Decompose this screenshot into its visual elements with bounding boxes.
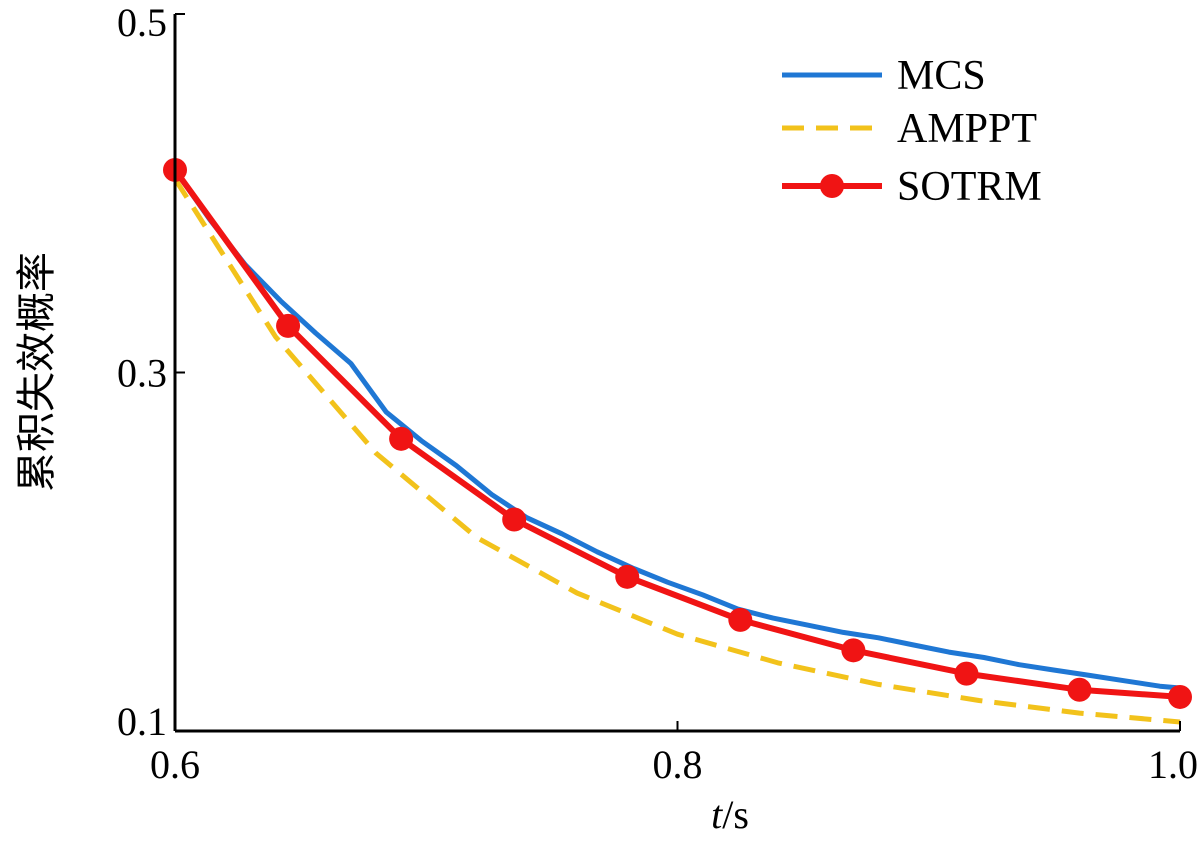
series-point-sotrm	[1067, 677, 1092, 702]
series-line-mcs	[172, 167, 1183, 691]
y-tick-label: 0.5	[117, 0, 167, 45]
series-point-sotrm	[615, 564, 640, 589]
x-tick-label: 0.8	[653, 742, 703, 787]
legend-marker-sotrm	[820, 174, 844, 198]
plot-area	[163, 157, 1192, 725]
y-axis-label: 累积失效概率	[14, 252, 60, 492]
x-axis-label: t/s	[711, 792, 749, 837]
y-tick-label: 0.3	[117, 351, 167, 396]
series-point-sotrm	[728, 607, 753, 632]
series-point-sotrm	[1168, 684, 1192, 709]
legend: MCS AMPPT SOTRM	[782, 53, 1042, 210]
x-tick-label: 1.0	[1148, 742, 1198, 787]
y-tick-label: 0.1	[117, 699, 167, 744]
x-axis-label-unit: /s	[722, 792, 749, 837]
legend-label-amppt: AMPPT	[897, 106, 1037, 152]
series-point-sotrm	[389, 426, 414, 451]
series-point-sotrm	[954, 661, 979, 686]
legend-label-mcs: MCS	[897, 53, 986, 99]
x-axis-label-variable: t	[711, 792, 723, 837]
legend-label-sotrm: SOTRM	[897, 164, 1042, 210]
series-line-amppt	[172, 177, 1181, 725]
series-point-sotrm	[841, 638, 866, 663]
series-line-sotrm	[172, 166, 1183, 700]
series-point-sotrm	[502, 507, 527, 532]
x-tick-label: 0.6	[150, 742, 200, 787]
series-point-sotrm	[276, 313, 301, 338]
ticks: 0.6 0.8 1.0 0.1 0.3 0.5	[117, 0, 1198, 787]
